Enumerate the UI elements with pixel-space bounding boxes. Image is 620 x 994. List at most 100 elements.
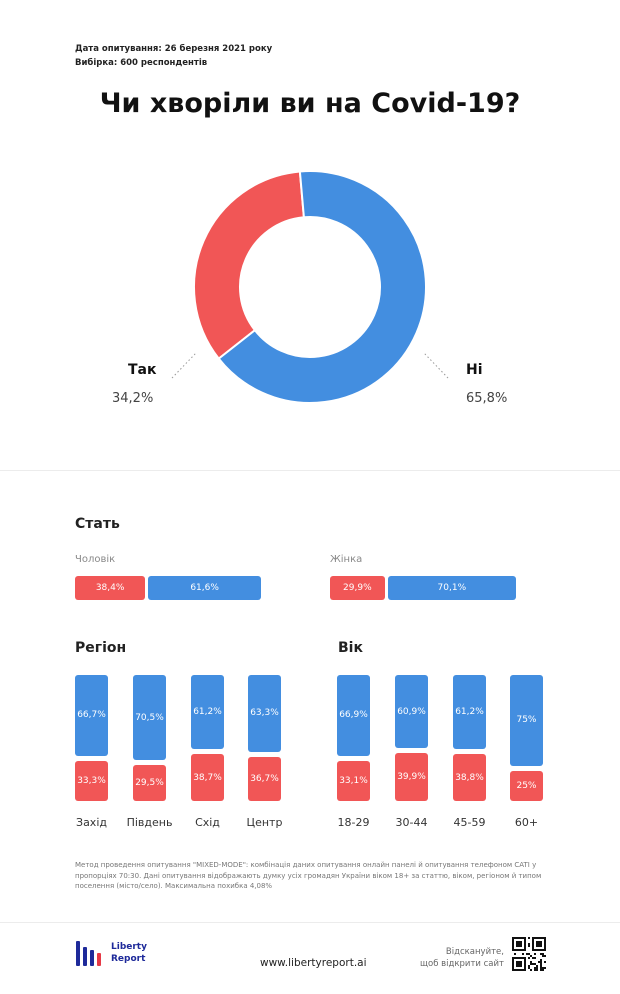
- qr-module: [516, 945, 518, 947]
- qr-module: [512, 961, 514, 963]
- qr-module: [536, 937, 538, 939]
- leader-line-yes: [171, 352, 197, 379]
- qr-module: [536, 969, 538, 971]
- qr-module: [512, 937, 514, 939]
- qr-module: [530, 961, 532, 963]
- qr-module: [516, 965, 518, 967]
- qr-module: [540, 959, 542, 961]
- pie-label-yes: Так: [128, 362, 157, 378]
- qr-module: [512, 969, 514, 971]
- qr-module: [512, 967, 514, 969]
- logo-line-1: Liberty: [111, 942, 147, 952]
- region-bar-no-0: 66,7%: [75, 675, 108, 756]
- qr-module: [520, 963, 522, 965]
- qr-module: [520, 943, 522, 945]
- footer-divider: [0, 922, 620, 923]
- region-category-1: Південь: [126, 816, 173, 829]
- qr-module: [528, 967, 530, 969]
- qr-module: [540, 937, 542, 939]
- gender-label-1: Жінка: [330, 554, 363, 565]
- qr-module: [524, 943, 526, 945]
- qr-module: [544, 945, 546, 947]
- qr-module: [532, 945, 534, 947]
- qr-module: [520, 957, 522, 959]
- qr-module: [542, 955, 544, 957]
- region-bar-no-2: 61,2%: [191, 675, 224, 750]
- qr-module: [514, 969, 516, 971]
- qr-module: [532, 947, 534, 949]
- qr-module: [518, 969, 520, 971]
- qr-module: [542, 953, 544, 955]
- qr-module: [538, 941, 540, 943]
- qr-code-icon[interactable]: [512, 937, 546, 971]
- region-category-2: Схід: [195, 816, 220, 829]
- qr-module: [540, 969, 542, 971]
- age-bar-yes-1: 39,9%: [395, 753, 428, 801]
- qr-module: [528, 965, 530, 967]
- qr-module: [524, 963, 526, 965]
- qr-module: [544, 967, 546, 969]
- qr-module: [530, 969, 532, 971]
- qr-module: [520, 965, 522, 967]
- qr-module: [532, 941, 534, 943]
- qr-module: [536, 965, 538, 967]
- qr-module: [534, 957, 536, 959]
- pie-slice-yes: [193, 170, 305, 361]
- qr-module: [520, 937, 522, 939]
- qr-module: [528, 953, 530, 955]
- qr-module: [542, 967, 544, 969]
- qr-module: [512, 965, 514, 967]
- qr-module: [512, 941, 514, 943]
- qr-module: [526, 953, 528, 955]
- qr-module: [542, 969, 544, 971]
- qr-module: [524, 967, 526, 969]
- age-bar-no-0: 66,9%: [337, 675, 370, 756]
- qr-module: [518, 957, 520, 959]
- qr-module: [512, 963, 514, 965]
- website-link[interactable]: www.libertyreport.ai: [260, 957, 367, 969]
- qr-module: [518, 963, 520, 965]
- qr-module: [514, 949, 516, 951]
- qr-module: [512, 943, 514, 945]
- qr-module: [544, 947, 546, 949]
- liberty-report-logo[interactable]: Liberty Report: [75, 938, 147, 968]
- qr-module: [538, 943, 540, 945]
- qr-module: [516, 949, 518, 951]
- qr-module: [520, 969, 522, 971]
- qr-module: [516, 941, 518, 943]
- logo-line-2: Report: [111, 954, 146, 964]
- gender-title: Стать: [75, 516, 120, 532]
- qr-module: [534, 949, 536, 951]
- qr-module: [524, 937, 526, 939]
- qr-module: [540, 963, 542, 965]
- region-bar-yes-0: 33,3%: [75, 760, 108, 801]
- chart-title: Чи хворіли ви на Covid-19?: [99, 88, 521, 119]
- qr-module: [540, 953, 542, 955]
- qr-module: [524, 941, 526, 943]
- gender-label-0: Чоловік: [75, 554, 116, 565]
- qr-module: [518, 961, 520, 963]
- qr-module: [518, 949, 520, 951]
- qr-module: [532, 937, 534, 939]
- qr-module: [520, 945, 522, 947]
- gender-bar-no-1: 70,1%: [387, 576, 516, 600]
- qr-module: [522, 969, 524, 971]
- methodology-note: Метод проведення опитування "MIXED-MODE"…: [75, 861, 542, 890]
- qr-module: [514, 937, 516, 939]
- qr-module: [522, 937, 524, 939]
- region-title: Регіон: [75, 640, 127, 656]
- qr-module: [536, 945, 538, 947]
- qr-module: [518, 941, 520, 943]
- region-bar-yes-3: 36,7%: [248, 756, 281, 801]
- qr-module: [516, 961, 518, 963]
- qr-module: [518, 945, 520, 947]
- qr-module: [532, 963, 534, 965]
- survey-date: Дата опитування: 26 березня 2021 року: [75, 44, 273, 54]
- age-bar-yes-0: 33,1%: [337, 760, 370, 801]
- qr-module: [544, 943, 546, 945]
- qr-module: [536, 949, 538, 951]
- qr-module: [540, 943, 542, 945]
- qr-module: [542, 949, 544, 951]
- qr-module: [524, 957, 526, 959]
- qr-module: [518, 937, 520, 939]
